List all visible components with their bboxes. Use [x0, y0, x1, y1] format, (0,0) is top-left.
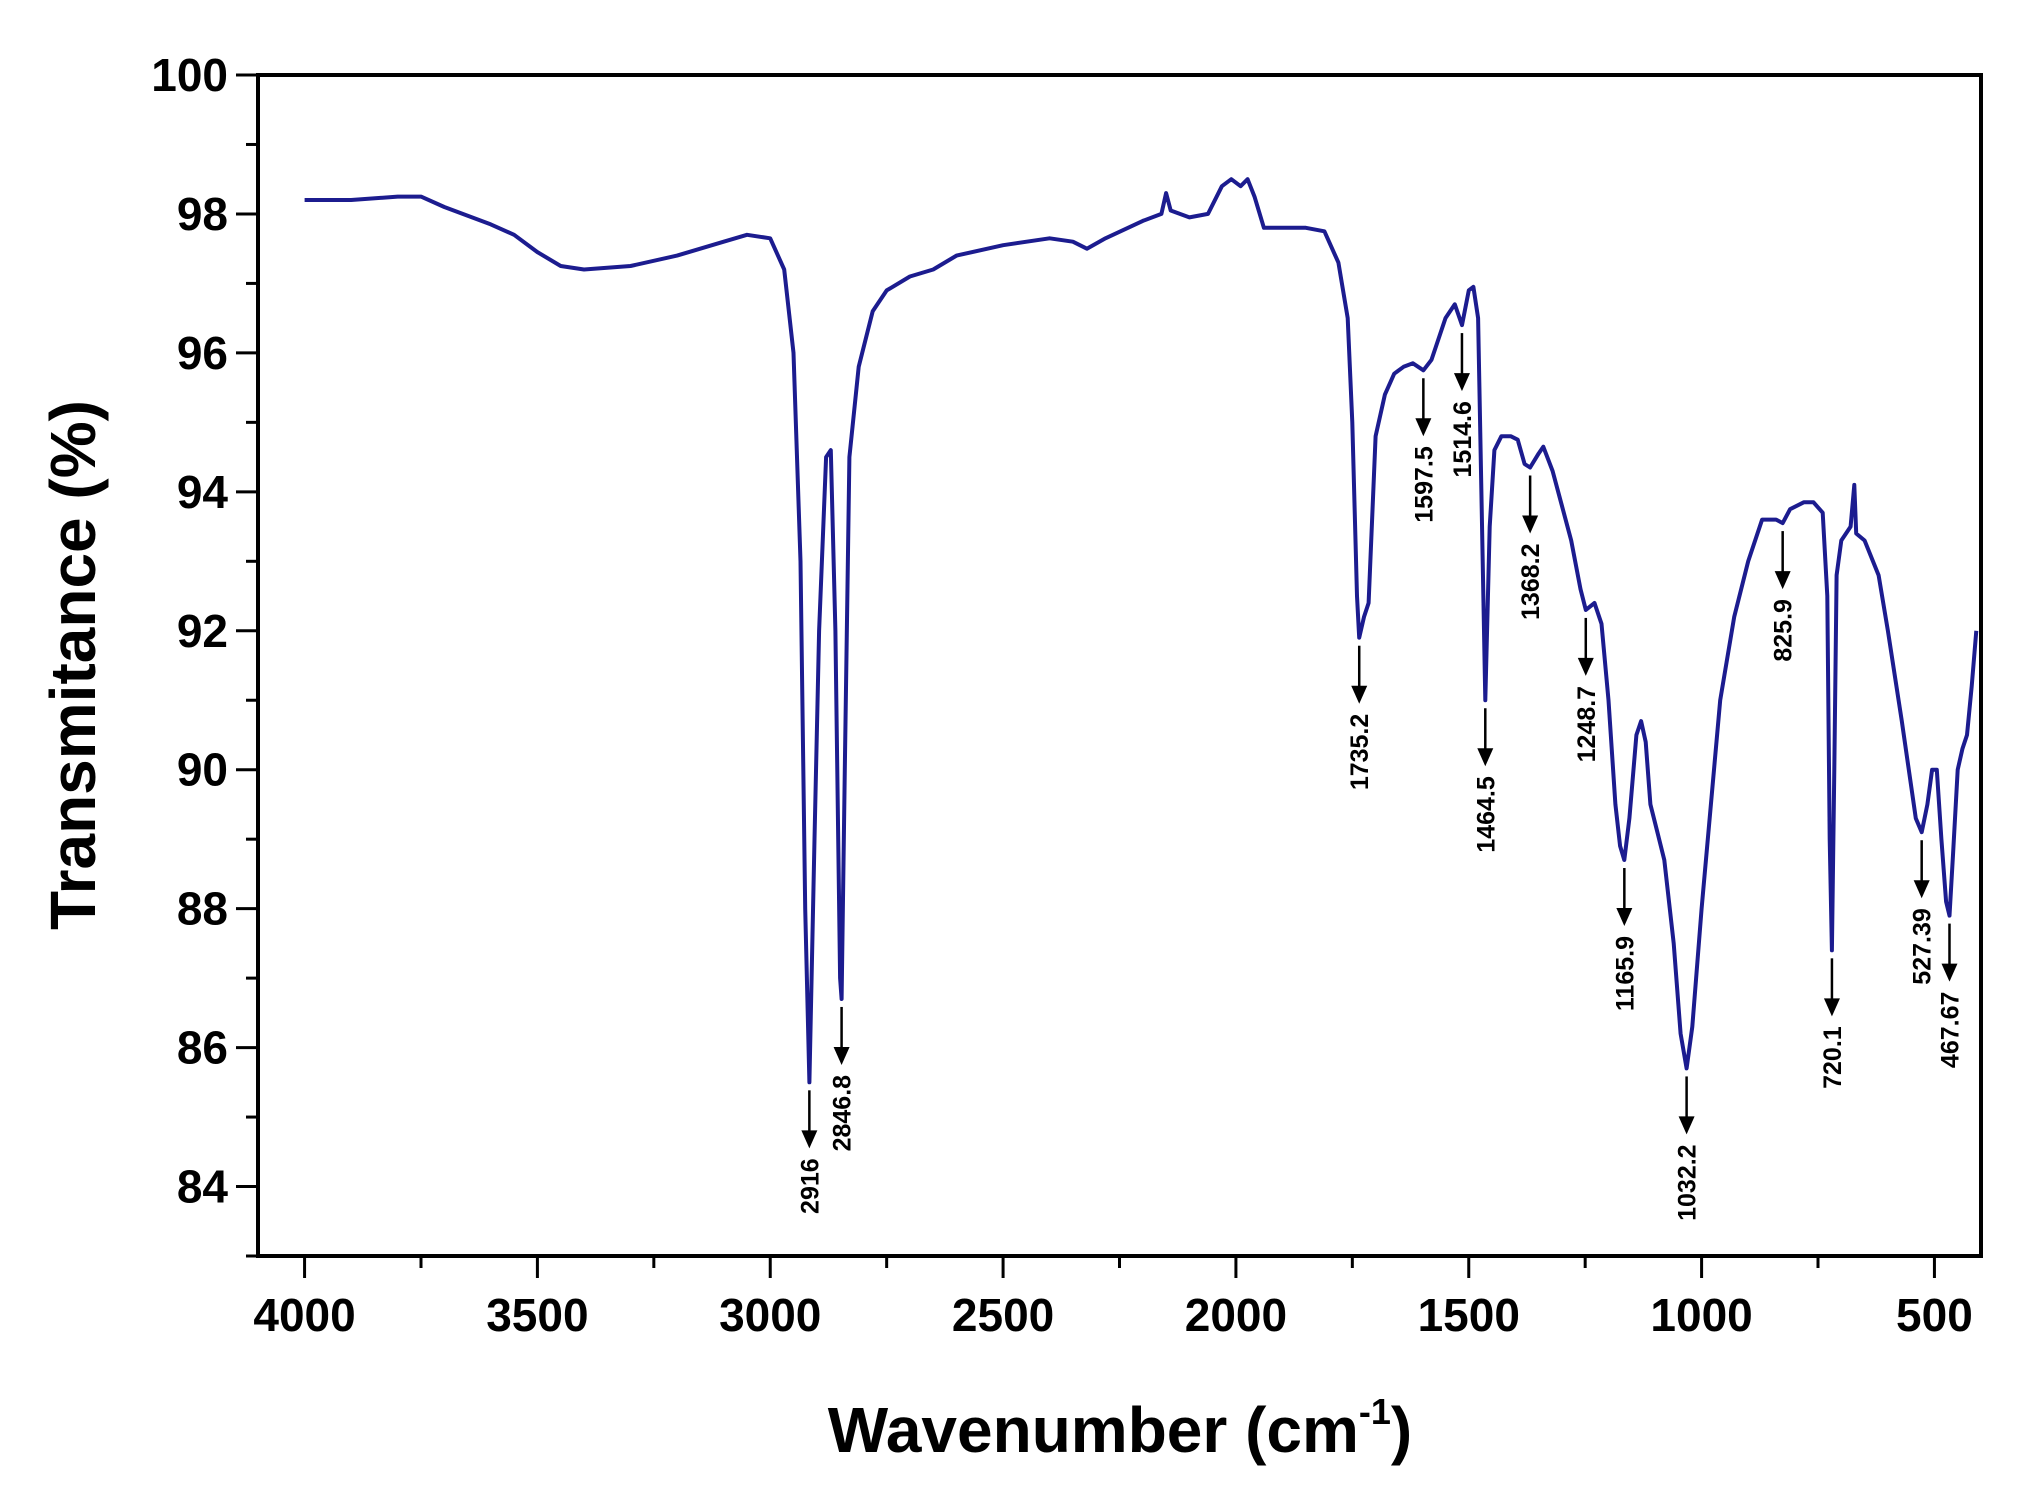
x-axis-title: Wavenumber (cm-1)	[828, 1391, 1412, 1466]
x-tick-label: 2000	[1185, 1289, 1287, 1341]
arrow-head	[1351, 685, 1368, 704]
x-tick-label: 1500	[1418, 1289, 1520, 1341]
x-tick-label: 1000	[1650, 1289, 1752, 1341]
y-tick-label: 98	[177, 188, 228, 240]
x-tick-label: 3500	[486, 1289, 588, 1341]
y-tick-label: 96	[177, 327, 228, 379]
peak-label: 1597.5	[1410, 446, 1438, 523]
arrow-head	[833, 1046, 850, 1065]
peak-label: 1464.5	[1472, 776, 1500, 853]
arrow-head	[1577, 657, 1594, 676]
arrow-head	[1823, 998, 1840, 1017]
x-tick-label: 500	[1896, 1289, 1973, 1341]
arrow-head	[1453, 373, 1470, 392]
arrow-head	[801, 1130, 818, 1149]
y-axis-title: Transmitance (%)	[37, 400, 109, 930]
plot-frame	[256, 73, 1983, 1258]
peak-label: 1368.2	[1517, 544, 1545, 620]
peak-label: 467.67	[1936, 992, 1964, 1068]
y-tick-label: 92	[177, 605, 228, 657]
arrow-head	[1941, 963, 1958, 982]
y-tick-label: 100	[151, 49, 228, 101]
arrow-head	[1415, 418, 1432, 437]
arrow-head	[1774, 571, 1791, 590]
peak-label: 2846.8	[829, 1075, 857, 1152]
spectrum-line	[304, 177, 1979, 1085]
peak-label: 1165.9	[1611, 936, 1639, 1011]
axis-ticks: 84 86 88 90 92 94 96 98 100 500 1000 1500 2000 2500 30…	[151, 49, 1973, 1341]
peak-label: 1248.7	[1573, 686, 1601, 762]
peak-label: 825.9	[1770, 599, 1798, 662]
peak-label: 720.1	[1819, 1026, 1847, 1089]
peak-label: 527.39	[1909, 908, 1937, 984]
x-tick-label: 2500	[952, 1289, 1054, 1341]
y-tick-label: 88	[177, 883, 228, 935]
y-tick-label: 84	[177, 1161, 229, 1213]
peak-label: 1514.6	[1449, 401, 1477, 477]
arrow-head	[1616, 908, 1633, 927]
y-tick-label: 90	[177, 744, 228, 796]
arrow-head	[1522, 515, 1539, 534]
arrow-head	[1477, 748, 1494, 767]
peak-label: 2916	[796, 1158, 824, 1214]
peak-label: 1032.2	[1674, 1144, 1702, 1220]
arrow-head	[1913, 880, 1930, 899]
y-tick-label: 94	[177, 466, 229, 518]
x-tick-label: 3000	[719, 1289, 821, 1341]
y-tick-label: 86	[177, 1022, 228, 1074]
peak-label: 1735.2	[1346, 714, 1374, 790]
arrow-head	[1678, 1116, 1695, 1135]
x-tick-label: 4000	[253, 1289, 355, 1341]
